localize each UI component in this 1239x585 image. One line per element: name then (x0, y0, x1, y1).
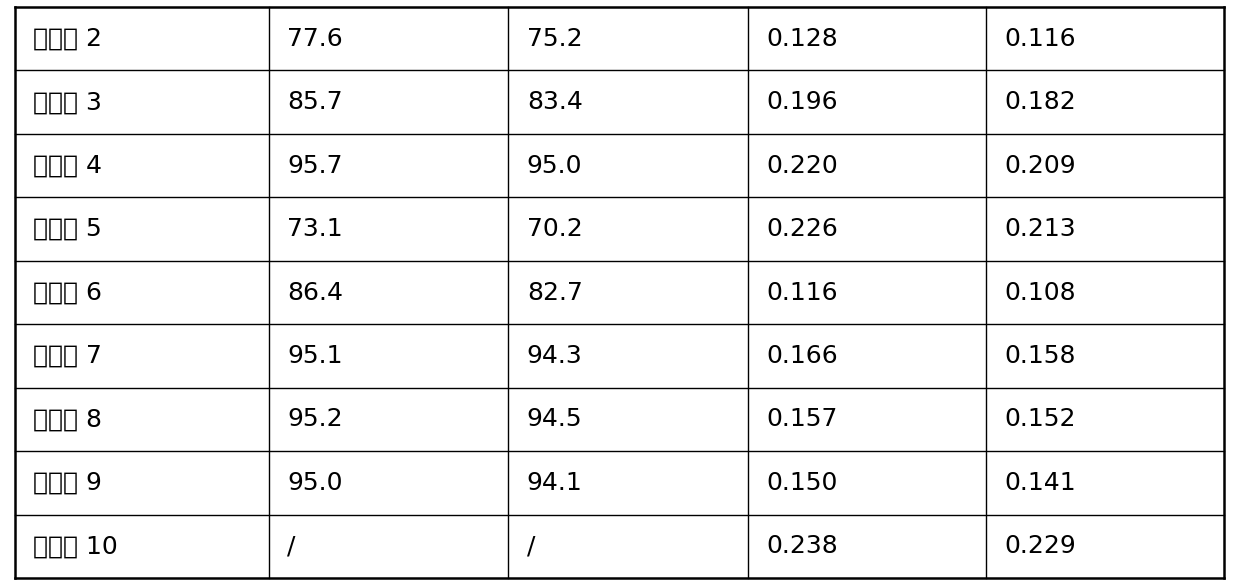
Text: 对比例 9: 对比例 9 (33, 471, 103, 495)
Text: 0.150: 0.150 (766, 471, 838, 495)
Text: 0.226: 0.226 (766, 217, 838, 241)
Text: 0.213: 0.213 (1005, 217, 1077, 241)
Text: 94.3: 94.3 (527, 344, 582, 368)
Text: 对比例 5: 对比例 5 (33, 217, 102, 241)
Text: 0.157: 0.157 (766, 407, 838, 431)
Text: 94.5: 94.5 (527, 407, 582, 431)
Text: 对比例 4: 对比例 4 (33, 154, 103, 178)
Text: 0.196: 0.196 (766, 90, 838, 114)
Text: 0.152: 0.152 (1005, 407, 1075, 431)
Text: 0.229: 0.229 (1005, 534, 1077, 558)
Text: 95.2: 95.2 (287, 407, 343, 431)
Text: 对比例 6: 对比例 6 (33, 280, 103, 305)
Text: 82.7: 82.7 (527, 280, 582, 305)
Text: 95.0: 95.0 (527, 154, 582, 178)
Text: 0.141: 0.141 (1005, 471, 1077, 495)
Text: 0.209: 0.209 (1005, 154, 1077, 178)
Text: 94.1: 94.1 (527, 471, 582, 495)
Text: 95.1: 95.1 (287, 344, 343, 368)
Text: /: / (287, 534, 296, 558)
Text: 对比例 7: 对比例 7 (33, 344, 103, 368)
Text: 0.182: 0.182 (1005, 90, 1077, 114)
Text: 75.2: 75.2 (527, 27, 582, 51)
Text: 对比例 10: 对比例 10 (33, 534, 118, 558)
Text: 73.1: 73.1 (287, 217, 343, 241)
Text: 0.158: 0.158 (1005, 344, 1075, 368)
Text: 70.2: 70.2 (527, 217, 582, 241)
Text: 95.7: 95.7 (287, 154, 343, 178)
Text: 77.6: 77.6 (287, 27, 343, 51)
Text: 0.238: 0.238 (766, 534, 838, 558)
Text: 0.116: 0.116 (1005, 27, 1077, 51)
Text: 95.0: 95.0 (287, 471, 343, 495)
Text: 85.7: 85.7 (287, 90, 343, 114)
Text: 86.4: 86.4 (287, 280, 343, 305)
Text: 0.108: 0.108 (1005, 280, 1077, 305)
Text: 0.116: 0.116 (766, 280, 838, 305)
Text: /: / (527, 534, 535, 558)
Text: 对比例 3: 对比例 3 (33, 90, 103, 114)
Text: 0.166: 0.166 (766, 344, 838, 368)
Text: 0.128: 0.128 (766, 27, 838, 51)
Text: 0.220: 0.220 (766, 154, 838, 178)
Text: 对比例 8: 对比例 8 (33, 407, 103, 431)
Text: 对比例 2: 对比例 2 (33, 27, 103, 51)
Text: 83.4: 83.4 (527, 90, 582, 114)
